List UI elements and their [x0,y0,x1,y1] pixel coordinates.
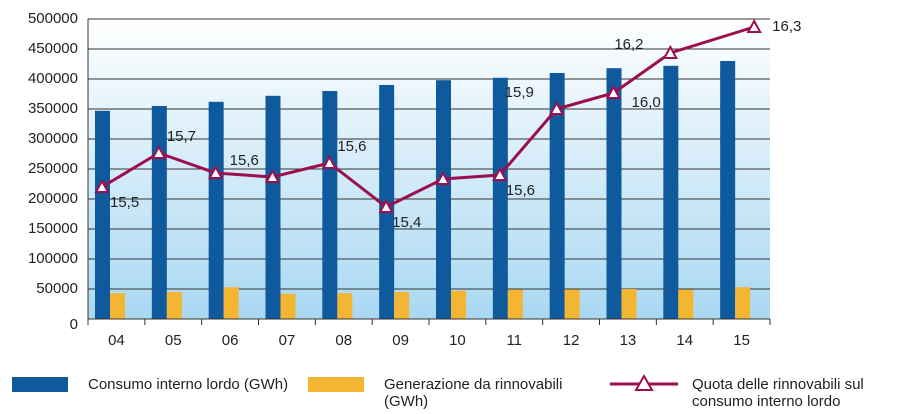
x-tick-label: 04 [108,332,125,349]
y-tick-label: 100000 [28,250,78,267]
x-tick-label: 15 [733,332,750,349]
line-marker [94,178,110,193]
legend-label: Generazione da rinnovabili (GWh) [384,376,563,410]
line-marker [605,84,622,99]
x-tick-label: 09 [392,332,409,349]
bar [436,80,451,319]
bar [322,91,338,319]
bar [451,290,466,319]
data-label: 15,7 [167,128,196,145]
x-tick-label: 05 [165,332,182,349]
legend-marker [634,373,654,391]
bar [492,77,508,319]
data-label: 15,9 [505,84,534,101]
line-marker [435,170,451,185]
y-tick-label: 350000 [28,100,78,117]
x-tick-label: 11 [506,332,522,349]
y-tick-label: 200000 [28,190,78,207]
bar [337,293,353,319]
line-marker [548,100,565,115]
y-tick-label: 0 [70,316,78,333]
line-marker [492,166,508,181]
legend-swatch [308,377,364,392]
data-label: 15,5 [110,194,139,211]
bar [151,106,167,319]
legend-label: Consumo interno lordo (GWh) [88,376,289,393]
line-marker [662,44,679,59]
y-tick-label: 50000 [36,280,78,297]
bar [507,289,523,319]
x-tick-label: 14 [676,332,693,349]
y-tick-label: 150000 [28,220,78,237]
legend-swatch [12,377,68,392]
x-tick-label: 13 [620,332,637,349]
x-tick-label: 10 [449,332,466,349]
x-tick-label: 07 [279,332,296,349]
bar [95,110,110,319]
bar [110,293,125,319]
bar [606,68,622,319]
bar [663,65,679,319]
bar [549,73,565,319]
bar [564,289,580,319]
bar [265,95,281,319]
bar [208,101,224,319]
line [101,25,755,209]
y-tick-label: 400000 [28,70,78,87]
y-tick-label: 450000 [28,40,78,57]
bar [720,61,736,319]
bar [735,287,751,319]
bar [223,287,239,319]
data-label: 15,4 [392,214,421,231]
data-label: 15,6 [337,138,366,155]
line-marker [746,18,762,33]
data-label: 15,6 [230,152,259,169]
bar [678,289,694,319]
line-marker [207,164,224,179]
y-tick-label: 250000 [28,160,78,177]
data-label: 16,0 [632,94,661,111]
y-tick-label: 300000 [28,130,78,147]
data-label: 16,3 [772,18,801,35]
line-marker [321,154,338,169]
legend-label: Quota delle rinnovabili sul consumo inte… [692,376,864,410]
line-marker [378,198,394,213]
bar [621,289,637,319]
line-marker [264,168,281,183]
x-tick-label: 08 [335,332,352,349]
line-marker [151,144,167,159]
data-label: 16,2 [614,36,643,53]
y-tick-label: 500000 [28,10,78,27]
x-tick-label: 12 [563,332,580,349]
bar [166,292,182,319]
bar [394,292,410,319]
data-label: 15,6 [506,182,535,199]
bar [280,293,296,319]
x-tick-label: 06 [222,332,239,349]
